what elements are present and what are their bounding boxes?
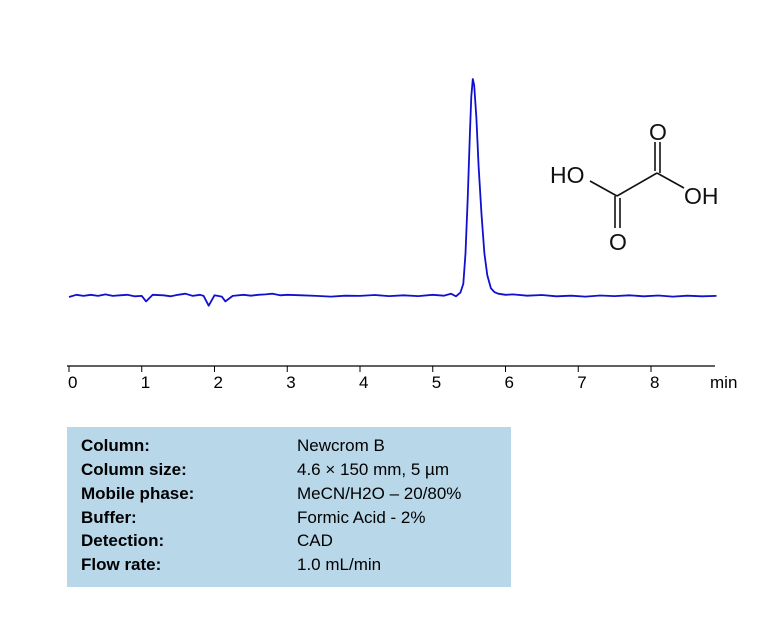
conditions-table: Column: Newcrom B Column size: 4.6 × 150 m… — [67, 427, 511, 587]
condition-label: Detection: — [81, 531, 165, 550]
condition-label: Column size: — [81, 460, 187, 479]
oxalic-acid-structure — [589, 142, 685, 228]
x-axis-ticks: 0 1 2 3 4 5 6 7 8 — [68, 366, 659, 392]
bond-c2-oh — [656, 172, 685, 189]
condition-label: Column: — [81, 436, 150, 455]
condition-value: Newcrom B — [297, 436, 385, 455]
condition-label: Flow rate: — [81, 555, 162, 574]
o-bottom-label: O — [609, 229, 627, 255]
x-axis-unit-label: min — [710, 373, 737, 392]
condition-label: Mobile phase: — [81, 484, 195, 503]
oh-label: OH — [684, 183, 719, 209]
condition-value: 1.0 mL/min — [297, 555, 382, 574]
x-tick-label: 7 — [577, 373, 586, 392]
x-tick-label: 0 — [68, 373, 77, 392]
chromatogram-trace — [68, 78, 717, 307]
ho-label: HO — [550, 162, 585, 188]
condition-value: MeCN/H2O – 20/80% — [297, 484, 462, 503]
condition-value: 4.6 × 150 mm, 5 µm — [297, 460, 449, 479]
o-top-label: O — [649, 119, 667, 145]
x-tick-label: 4 — [359, 373, 368, 392]
x-tick-label: 2 — [214, 373, 223, 392]
x-tick-label: 6 — [505, 373, 514, 392]
condition-label: Buffer: — [81, 508, 137, 527]
x-tick-label: 3 — [286, 373, 295, 392]
x-tick-label: 8 — [650, 373, 659, 392]
bond-ho-c1 — [589, 180, 618, 197]
bond-c1-c2 — [616, 172, 658, 197]
condition-value: Formic Acid - 2% — [297, 508, 426, 527]
condition-value: CAD — [297, 531, 333, 550]
x-tick-label: 5 — [432, 373, 441, 392]
x-tick-label: 1 — [141, 373, 150, 392]
chromatogram: 0 1 2 3 4 5 6 7 8 min HO OH O O — [67, 78, 737, 392]
